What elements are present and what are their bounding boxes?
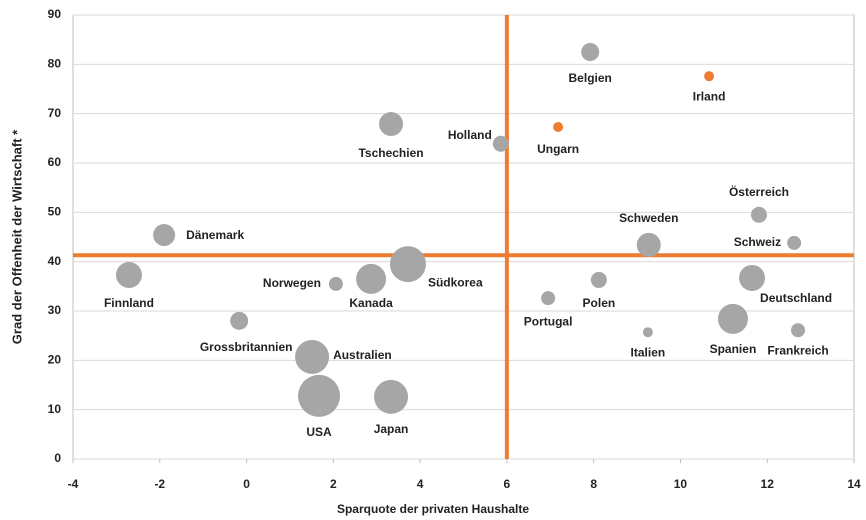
y-tick-label: 30 <box>48 303 62 317</box>
point-label: Polen <box>583 296 616 310</box>
x-tick-label: 6 <box>504 477 511 491</box>
y-tick-label: 60 <box>48 155 62 169</box>
point-label: Deutschland <box>760 291 832 305</box>
bubble <box>230 311 249 330</box>
point-label: Australien <box>333 348 392 362</box>
point-label: Österreich <box>729 184 789 199</box>
point-label: Belgien <box>569 71 612 85</box>
x-tick-label: 8 <box>590 477 597 491</box>
y-tick-label: 0 <box>54 451 61 465</box>
point-label: Ungarn <box>537 142 579 156</box>
point-label: Spanien <box>710 342 757 356</box>
x-tick-label: 0 <box>243 477 250 491</box>
bubble <box>356 263 387 294</box>
bubble <box>791 323 806 338</box>
bubble <box>590 271 607 288</box>
y-tick-label: 70 <box>48 106 62 120</box>
x-tick-label: -4 <box>68 477 79 491</box>
bubble <box>492 135 509 152</box>
point-label: Italien <box>631 345 666 359</box>
y-tick-label: 10 <box>48 402 62 416</box>
bubble <box>115 261 142 288</box>
x-tick-label: 10 <box>674 477 688 491</box>
y-tick-label: 20 <box>48 353 62 367</box>
point-label: Frankreich <box>767 343 828 357</box>
bubble <box>389 246 426 283</box>
point-label: Tschechien <box>358 146 423 160</box>
x-tick-label: -2 <box>154 477 165 491</box>
bubble <box>374 379 409 414</box>
x-tick-label: 12 <box>761 477 775 491</box>
bubble <box>153 224 176 247</box>
point-label: Japan <box>374 422 409 436</box>
bubble <box>787 235 802 250</box>
bubble <box>642 327 653 338</box>
bubble <box>553 121 564 132</box>
bubble <box>295 339 330 374</box>
point-label: Finnland <box>104 296 154 310</box>
x-tick-label: 14 <box>847 477 861 491</box>
y-tick-label: 80 <box>48 57 62 71</box>
x-tick-label: 2 <box>330 477 337 491</box>
bubble <box>750 206 767 223</box>
y-tick-label: 50 <box>48 205 62 219</box>
bubble <box>328 276 343 291</box>
point-label: Grossbritannien <box>200 340 293 354</box>
bubble <box>717 303 748 334</box>
point-label: Norwegen <box>263 276 321 290</box>
point-label: USA <box>306 425 332 439</box>
bubble <box>581 43 600 61</box>
point-label: Portugal <box>524 314 573 328</box>
bubble <box>298 374 341 417</box>
point-label: Schweiz <box>734 235 781 249</box>
x-axis-label: Sparquote der privaten Haushalte <box>337 502 529 516</box>
x-tick-label: 4 <box>417 477 424 491</box>
y-tick-label: 40 <box>48 254 62 268</box>
y-axis-label: Grad der Offenheit der Wirtschaft * <box>9 129 24 344</box>
y-tick-label: 90 <box>48 7 62 21</box>
point-label: Dänemark <box>186 228 244 242</box>
bubble <box>379 112 404 137</box>
point-label: Südkorea <box>428 275 483 289</box>
point-label: Kanada <box>349 296 393 310</box>
bubble <box>739 264 766 291</box>
point-label: Schweden <box>619 211 678 225</box>
point-label: Irland <box>693 89 726 103</box>
bubble <box>704 71 715 82</box>
bubble <box>636 232 661 257</box>
point-label: Holland <box>448 128 492 142</box>
bubble <box>541 291 556 306</box>
